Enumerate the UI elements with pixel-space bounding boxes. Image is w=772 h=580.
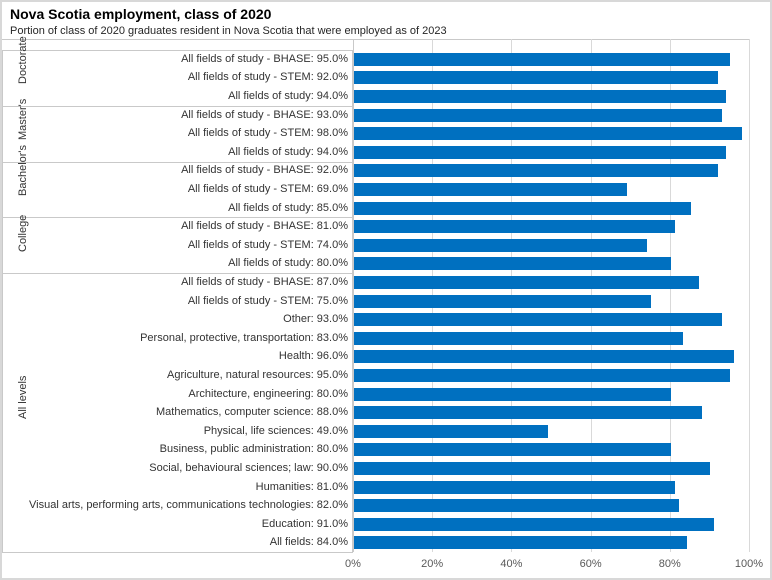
- bar: [354, 350, 735, 364]
- bar: [354, 276, 699, 289]
- bar: [354, 443, 671, 457]
- bar-label: Other: 93.0%: [283, 313, 348, 326]
- bar: [354, 71, 719, 85]
- bar-label: All fields of study - BHASE: 92.0%: [181, 164, 348, 177]
- bar: [354, 127, 743, 141]
- bar: [354, 183, 628, 196]
- bar-label: All fields of study: 94.0%: [228, 145, 348, 158]
- bar-label: Mathematics, computer science: 88.0%: [156, 406, 348, 419]
- bar-label: All fields of study - STEM: 98.0%: [187, 127, 348, 140]
- group-axis-label: All levels: [17, 375, 29, 420]
- bar-label: Personal, protective, transportation: 83…: [140, 331, 348, 344]
- bar-label: All fields of study - STEM: 69.0%: [187, 183, 348, 195]
- bar-label: Social, behavioural sciences; law: 90.0%: [149, 462, 348, 474]
- bar: [354, 406, 703, 420]
- bar: [354, 313, 723, 327]
- plot-area-top-border: [2, 39, 749, 40]
- bar-label: All fields of study - BHASE: 93.0%: [181, 108, 348, 121]
- group-axis-label: Master's: [17, 98, 29, 141]
- group-axis-label: College: [17, 214, 29, 252]
- bar: [354, 462, 711, 475]
- bar: [354, 331, 683, 345]
- bar-label: Health: 96.0%: [278, 350, 348, 363]
- y-axis-line: [353, 39, 354, 553]
- bar: [354, 108, 723, 122]
- bar-label: Agriculture, natural resources: 95.0%: [167, 369, 348, 381]
- bar: [354, 536, 687, 550]
- bar-label: All fields: 84.0%: [269, 536, 348, 549]
- x-tick-label: 0%: [345, 558, 361, 571]
- bar: [354, 499, 679, 513]
- bar-label: All fields of study - STEM: 92.0%: [187, 71, 348, 84]
- bar-label: Business, public administration: 80.0%: [159, 443, 348, 456]
- bar: [354, 257, 671, 271]
- bar: [354, 517, 715, 531]
- bar: [354, 164, 719, 178]
- bar: [354, 294, 651, 308]
- bar: [354, 145, 727, 159]
- x-tick-label: 80%: [658, 558, 681, 571]
- bar: [354, 220, 675, 234]
- chart-title: Nova Scotia employment, class of 2020: [10, 6, 272, 22]
- bar-label: All fields of study: 80.0%: [228, 257, 348, 270]
- chart-subtitle: Portion of class of 2020 graduates resid…: [10, 25, 447, 37]
- bar-label: All fields of study - STEM: 75.0%: [187, 294, 348, 307]
- bar-label: All fields of study - STEM: 74.0%: [187, 238, 348, 251]
- bar-label: Architecture, engineering: 80.0%: [188, 387, 348, 400]
- x-tick-label: 20%: [421, 558, 444, 571]
- bar-label: All fields of study: 94.0%: [228, 90, 348, 102]
- x-tick-label: 40%: [500, 558, 523, 571]
- bar: [354, 90, 727, 103]
- group-box-all-levels: All levels: [2, 273, 353, 554]
- bar-label: All fields of study - BHASE: 87.0%: [181, 276, 348, 288]
- bar: [354, 480, 675, 494]
- bar: [354, 238, 648, 252]
- bar-label: Visual arts, performing arts, communicat…: [29, 499, 348, 512]
- x-gridline: [749, 39, 750, 553]
- bar: [354, 201, 691, 215]
- x-tick-label: 100%: [734, 558, 764, 571]
- bar-label: Humanities: 81.0%: [255, 480, 348, 493]
- bar-label: Education: 91.0%: [261, 517, 348, 530]
- bar-label: All fields of study: 85.0%: [228, 201, 348, 214]
- bar-label: Physical, life sciences: 49.0%: [203, 424, 348, 437]
- bar: [354, 424, 549, 438]
- bar: [354, 369, 731, 382]
- group-axis-label: Bachelor's: [17, 144, 29, 196]
- bar: [354, 387, 671, 401]
- bar-label: All fields of study - BHASE: 95.0%: [181, 52, 348, 65]
- bar: [354, 52, 731, 66]
- x-tick-label: 60%: [579, 558, 602, 571]
- group-axis-label: Doctorate: [17, 36, 29, 85]
- x-gridline: [669, 39, 671, 553]
- bar-label: All fields of study - BHASE: 81.0%: [181, 220, 348, 233]
